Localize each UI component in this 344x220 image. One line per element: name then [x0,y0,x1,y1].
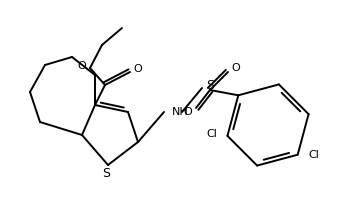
Text: S: S [102,167,110,180]
Text: NH: NH [172,107,189,117]
Text: S: S [206,79,214,92]
Text: O: O [133,64,142,74]
Text: O: O [232,63,240,73]
Text: O: O [78,61,86,71]
Text: Cl: Cl [308,150,319,160]
Text: Cl: Cl [206,129,217,139]
Text: O: O [184,107,192,117]
